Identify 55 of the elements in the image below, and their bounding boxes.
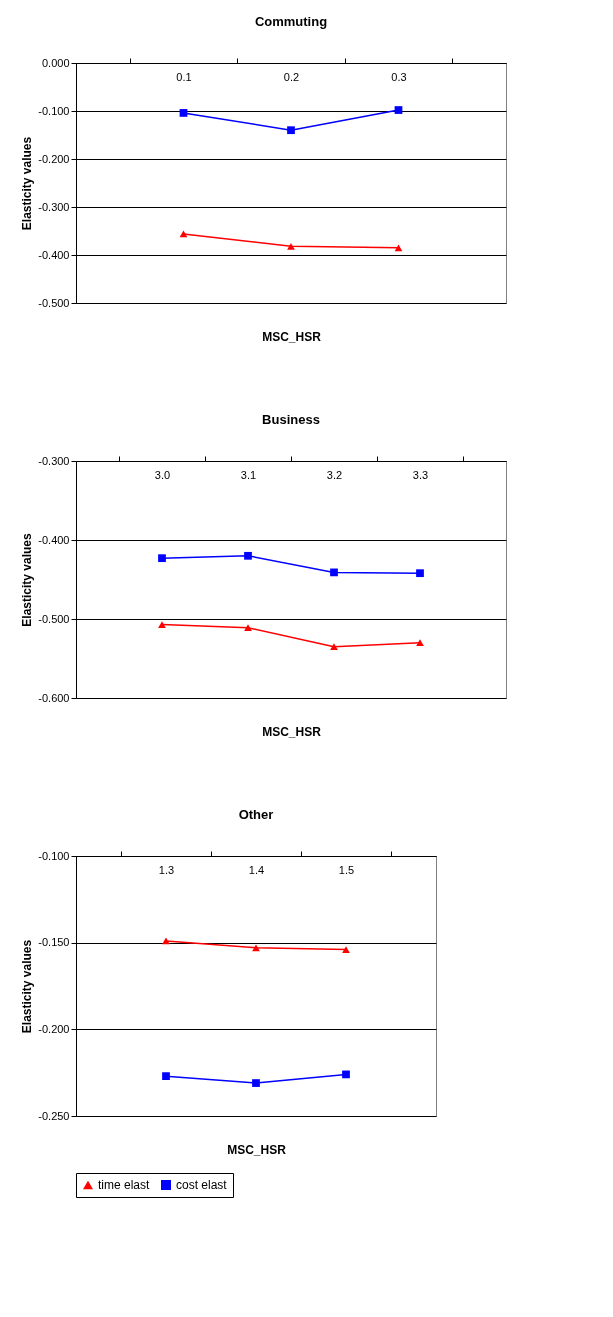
- chart-title: Other: [238, 807, 274, 822]
- y-axis-title: Elasticity values: [20, 532, 35, 627]
- y-tick-label: -0.400: [38, 248, 70, 261]
- point: [244, 624, 252, 632]
- x-axis-title: MSC_HSR: [227, 1142, 287, 1157]
- legend-label: time elast: [98, 1178, 151, 1192]
- point: [287, 126, 295, 135]
- point: [244, 551, 252, 560]
- y-tick-label: -0.250: [38, 1109, 70, 1122]
- point: [179, 230, 188, 238]
- legend-label: cost elast: [176, 1178, 228, 1192]
- y-tick-label: -0.100: [38, 849, 70, 862]
- point: [394, 244, 403, 252]
- point: [416, 639, 424, 647]
- y-tick-label: -0.600: [38, 691, 70, 704]
- y-tick-label: -0.500: [38, 612, 70, 625]
- y-tick-label: 0.000: [41, 56, 70, 69]
- point: [162, 1072, 170, 1081]
- point: [416, 569, 424, 578]
- x-tick-label: 1.3: [158, 863, 175, 876]
- x-tick-label: 3.3: [412, 468, 429, 481]
- y-tick-label: -0.300: [38, 454, 70, 467]
- y-tick-label: -0.400: [38, 533, 70, 546]
- x-tick-label: 3.0: [154, 468, 171, 481]
- x-tick-label: 1.4: [248, 863, 265, 876]
- point: [287, 243, 295, 250]
- y-tick-label: -0.150: [38, 936, 70, 949]
- point: [179, 109, 188, 117]
- point: [252, 944, 260, 952]
- x-axis-title: MSC_HSR: [262, 724, 322, 739]
- x-tick-label: 3.2: [326, 468, 343, 481]
- y-tick-label: -0.300: [38, 200, 70, 213]
- y-tick-label: -0.500: [38, 296, 70, 309]
- y-tick-label: -0.100: [38, 104, 70, 117]
- x-tick-label: 0.1: [176, 70, 192, 83]
- point: [342, 1070, 350, 1079]
- x-tick-label: 0.3: [391, 70, 407, 83]
- y-tick-label: -0.200: [38, 1022, 70, 1035]
- point: [330, 643, 338, 650]
- y-tick-label: -0.200: [38, 152, 70, 165]
- x-tick-label: 3.1: [240, 468, 257, 481]
- point: [252, 1079, 260, 1087]
- point: [162, 937, 170, 945]
- x-axis-title: MSC_HSR: [262, 329, 322, 344]
- chart-title: Business: [262, 412, 320, 427]
- point: [158, 554, 166, 563]
- point: [342, 946, 350, 953]
- chart-title: Commuting: [254, 14, 328, 29]
- y-axis-title: Elasticity values: [20, 939, 35, 1034]
- point: [394, 106, 403, 114]
- x-tick-label: 0.2: [283, 70, 300, 83]
- x-tick-label: 1.5: [338, 863, 355, 876]
- point: [158, 621, 166, 628]
- point: [330, 568, 338, 577]
- y-axis-title: Elasticity values: [20, 136, 35, 231]
